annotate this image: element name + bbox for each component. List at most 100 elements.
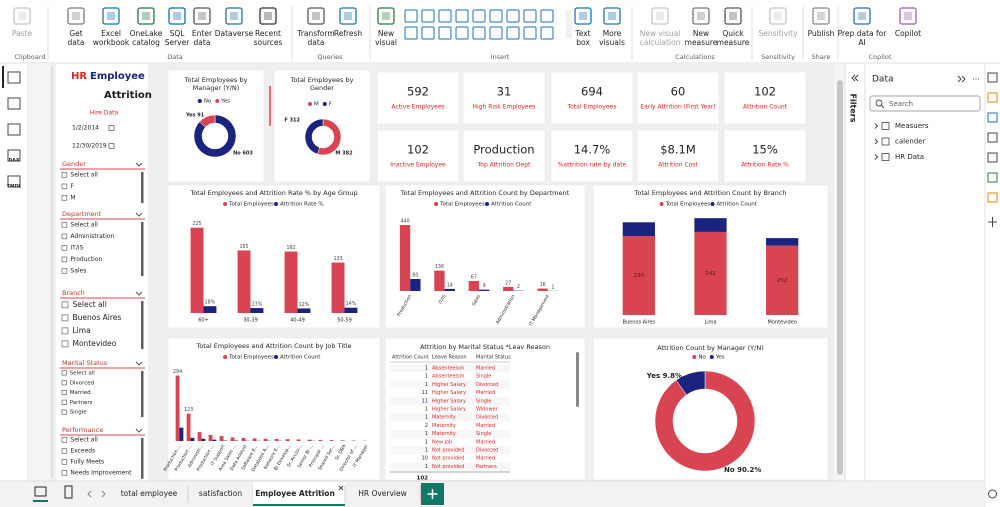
slicer-item[interactable]: Buenos Aires <box>73 313 122 322</box>
slicer-item[interactable]: Sales <box>70 268 86 275</box>
ribbon-button-label[interactable]: visual <box>375 38 397 47</box>
slicer-item[interactable]: Select all <box>70 371 96 377</box>
ribbon-button-label[interactable]: workbook <box>93 38 130 47</box>
ribbon-button-label[interactable]: Copilot <box>895 29 921 38</box>
bar <box>201 438 206 441</box>
ribbon-button-label[interactable]: measure <box>717 38 750 47</box>
slicer-item[interactable]: Select all <box>70 437 98 444</box>
ribbon-button-label[interactable]: Enter <box>192 29 213 38</box>
slicer-item[interactable]: Divorced <box>70 380 94 386</box>
legend-label: Total Employees <box>228 202 274 208</box>
ribbon-button-label[interactable]: Get <box>69 29 82 38</box>
page-tab[interactable]: total employee <box>121 489 178 498</box>
ribbon-button-label[interactable]: visuals <box>599 38 625 47</box>
slicer-scroll <box>141 301 144 350</box>
x-tick-label: Buenos Aires <box>623 320 656 326</box>
ribbon-button-label[interactable]: Dataverse <box>215 29 254 38</box>
slicer-item[interactable]: Select all <box>70 222 98 229</box>
chevron <box>87 490 92 498</box>
slicer-item[interactable]: IT/IS <box>70 245 83 252</box>
table-cell: 10 <box>422 456 428 462</box>
table-cell: Higher Salary <box>432 398 466 404</box>
ribbon-button-label[interactable]: AI <box>858 38 865 47</box>
bar <box>186 413 191 441</box>
slicer-item[interactable]: Married <box>70 390 91 396</box>
ribbon-icon <box>899 7 917 25</box>
slicer-item[interactable]: Fully Meets <box>70 459 104 466</box>
page-tab[interactable]: satisfaction <box>199 489 242 498</box>
ribbon-button-label[interactable]: Recent <box>255 29 281 38</box>
ribbon-icon <box>692 7 710 25</box>
ribbon-button-label[interactable]: Paste <box>12 29 33 38</box>
ribbon-button-label[interactable]: box <box>576 38 590 47</box>
slicer-item[interactable]: Select all <box>73 300 107 309</box>
row-stripe <box>390 364 510 373</box>
bar <box>296 439 301 441</box>
field-item[interactable]: HR Data <box>895 153 924 161</box>
filters-title[interactable]: Filters <box>849 94 858 123</box>
ribbon-button-label[interactable]: OneLake <box>130 29 163 38</box>
data-pane <box>866 64 985 481</box>
ribbon-button-label[interactable]: New <box>693 29 709 38</box>
bar <box>208 434 213 441</box>
slicer-item[interactable]: Exceeds <box>70 448 95 455</box>
ribbon-button-label[interactable]: measure <box>685 38 718 47</box>
calendar-icon <box>108 143 115 149</box>
ribbon-button-label[interactable]: New visual <box>640 29 681 38</box>
ribbon-group-label: Insert <box>491 53 510 61</box>
ribbon-icon-fill <box>264 12 272 20</box>
slicer-item[interactable]: Lima <box>73 326 91 335</box>
ribbon-button-label[interactable]: Excel <box>101 29 121 38</box>
field-item[interactable]: Measuers <box>895 122 929 130</box>
ribbon-button-label[interactable]: SQL <box>170 29 186 38</box>
slicer-item[interactable]: Montevideo <box>73 339 117 348</box>
table-cell: 1 <box>425 431 428 437</box>
legend-marker <box>322 102 327 106</box>
ribbon-icon <box>603 7 621 25</box>
ribbon-icon <box>193 7 211 25</box>
data-label: Yes 9.8% <box>646 372 682 380</box>
ribbon-button-label[interactable]: Publish <box>808 29 835 38</box>
legend-label: Yes <box>715 355 725 361</box>
table-cell: 1 <box>425 439 428 445</box>
ribbon-button-label[interactable]: Sensitivity <box>758 29 798 38</box>
ribbon-button-label[interactable]: calculation <box>640 38 681 47</box>
ribbon-button-label[interactable]: data <box>68 38 85 47</box>
data-label: 225 <box>192 221 201 227</box>
slicer-item[interactable]: Administration <box>70 233 114 240</box>
checkbox <box>61 399 67 405</box>
slicer-item[interactable]: M <box>70 195 75 202</box>
table-total: 102 <box>417 476 429 482</box>
slicer-item[interactable]: Single <box>70 410 88 416</box>
page-tab[interactable]: Employee Attrition <box>255 489 335 498</box>
ribbon-button-label[interactable]: Text <box>574 29 590 38</box>
field-item[interactable]: calender <box>895 138 926 146</box>
ribbon-button-label[interactable]: data <box>194 38 211 47</box>
legend-marker <box>692 355 697 359</box>
table-cell: 2 <box>425 423 428 429</box>
ribbon-button-label[interactable]: Server <box>165 38 191 47</box>
search-placeholder[interactable]: Search <box>889 100 913 108</box>
ribbon-button-label[interactable]: catalog <box>132 38 160 47</box>
ribbon-button-label[interactable]: data <box>308 38 325 47</box>
slicer-item[interactable]: Needs Improvement <box>70 470 132 477</box>
bar <box>468 280 479 291</box>
ribbon-button-label[interactable]: Prep data for <box>838 29 888 38</box>
visual-gallery-icon <box>506 9 520 23</box>
slicer-item[interactable]: Partners <box>70 400 93 406</box>
visual-card <box>723 71 807 125</box>
visual-gallery-icon <box>540 9 554 23</box>
slicer-item[interactable]: F <box>70 183 74 190</box>
ribbon-button-label[interactable]: Transform <box>296 29 334 38</box>
slicer-item[interactable]: Production <box>70 256 102 263</box>
ribbon-button-label[interactable]: Refresh <box>334 29 363 38</box>
ribbon-group-label: Share <box>812 53 831 61</box>
ribbon-button-label[interactable]: More <box>603 29 622 38</box>
ribbon-button-label[interactable]: New <box>378 29 394 38</box>
checkbox <box>61 222 68 228</box>
ribbon-button-label[interactable]: Quick <box>722 29 744 38</box>
page-tab[interactable]: HR Overview <box>358 489 407 498</box>
report-title: Attrition <box>104 90 152 101</box>
ribbon-button-label[interactable]: sources <box>254 38 283 47</box>
slicer-item[interactable]: Select all <box>70 172 98 179</box>
